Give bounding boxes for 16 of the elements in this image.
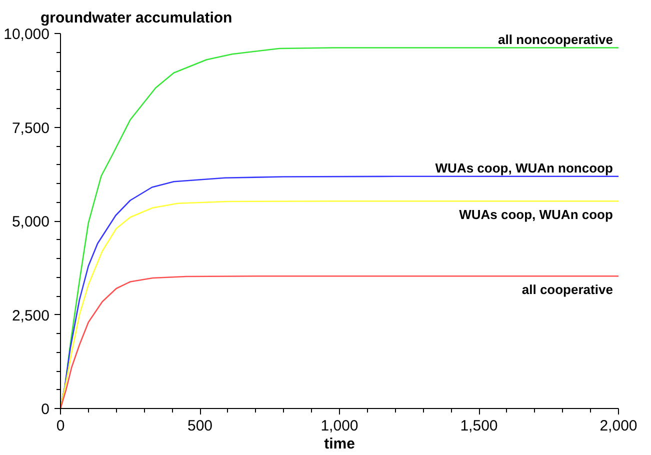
y-tick-label: 5,000 — [12, 214, 50, 230]
y-tick-label: 0 — [41, 401, 50, 418]
x-tick-label: 2,000 — [600, 418, 638, 434]
x-axis-title: time — [324, 436, 355, 452]
x-tick-label: 0 — [56, 418, 65, 434]
series-label: WUAs coop, WUAn coop — [459, 207, 613, 222]
y-tick-label: 7,500 — [12, 120, 50, 137]
series-label: all noncooperative — [498, 32, 613, 47]
y-tick-label: 2,500 — [12, 307, 50, 324]
x-tick-label: 500 — [187, 418, 213, 434]
y-tick-label: 10,000 — [4, 26, 50, 43]
x-tick-label: 1,000 — [320, 418, 358, 434]
y-axis-title: groundwater accumulation — [40, 10, 232, 26]
x-tick-label: 1,500 — [460, 418, 498, 434]
series-label: all cooperative — [522, 282, 613, 298]
series-label: WUAs coop, WUAn noncoop — [435, 160, 613, 176]
